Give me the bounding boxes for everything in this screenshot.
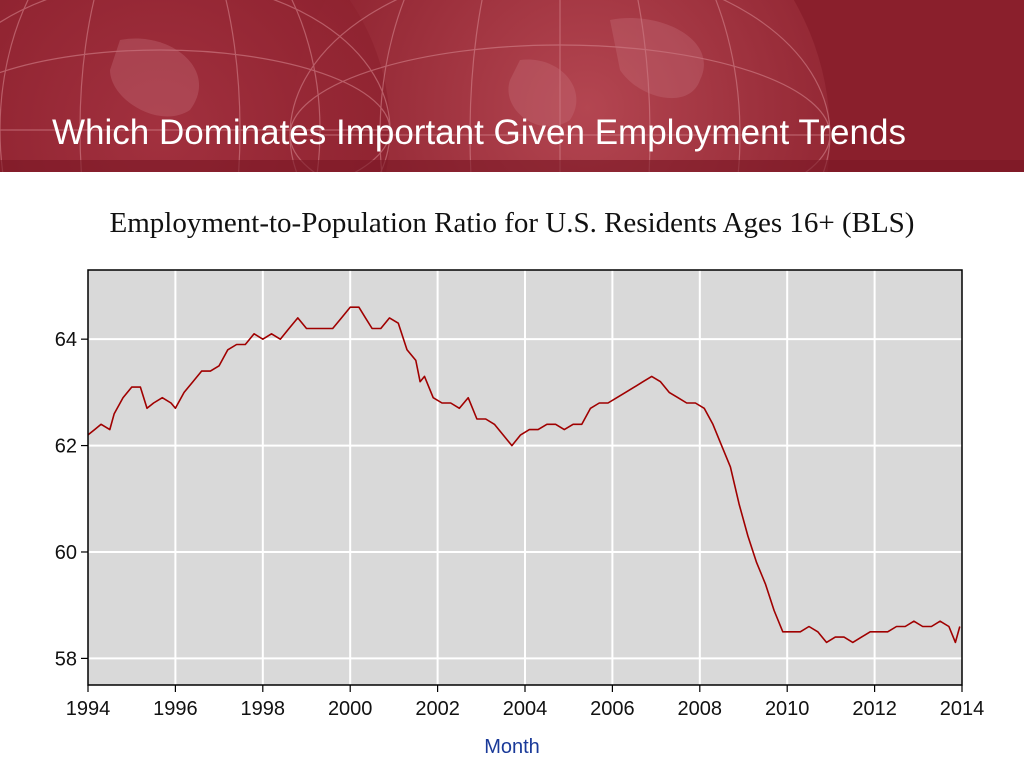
x-tick-label: 2004: [503, 698, 548, 720]
y-tick-label: 62: [55, 436, 77, 458]
y-tick-label: 60: [55, 542, 77, 564]
x-tick-label: 2010: [765, 698, 810, 720]
y-tick-label: 58: [55, 648, 77, 670]
x-tick-label: 1994: [66, 698, 111, 720]
y-tick-label: 64: [55, 329, 77, 351]
x-tick-label: 2006: [590, 698, 635, 720]
chart-title: Employment-to-Population Ratio for U.S. …: [109, 207, 915, 239]
y-axis: 58 60 62 64: [55, 329, 88, 670]
gridlines: [88, 270, 962, 685]
globe-background-graphic: [0, 0, 1024, 172]
x-axis: 1994 1996 1998 2000 2002 2004 2006 2008 2010 2012…: [66, 685, 985, 720]
x-tick-label: 2008: [678, 698, 723, 720]
x-tick-label: 2002: [415, 698, 460, 720]
x-tick-label: 2014: [940, 698, 985, 720]
slide-banner: Which Dominates Important Given Employme…: [0, 0, 1024, 172]
x-tick-label: 2012: [852, 698, 897, 720]
slide-title: Which Dominates Important Given Employme…: [52, 113, 906, 152]
x-tick-label: 1998: [241, 698, 286, 720]
x-tick-label: 1996: [153, 698, 198, 720]
series-group: [87, 306, 961, 644]
x-axis-label: Month: [484, 736, 540, 758]
x-tick-label: 2000: [328, 698, 373, 720]
series-line: [87, 306, 961, 644]
